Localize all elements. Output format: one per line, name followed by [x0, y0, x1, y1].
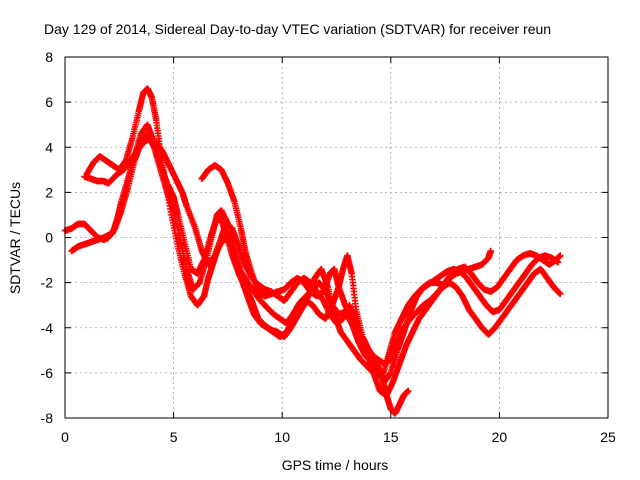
- y-tick-label: -8: [41, 410, 54, 426]
- series-track-e: [198, 162, 564, 368]
- y-tick-label: -2: [41, 275, 54, 291]
- y-tick-label: -6: [41, 365, 54, 381]
- data-point-marker: [554, 259, 562, 266]
- y-tick-label: 0: [45, 230, 53, 246]
- x-tick-label: 10: [274, 429, 290, 445]
- y-tick-label: 6: [45, 94, 53, 110]
- series-track-d: [81, 135, 562, 381]
- data-point-marker: [557, 290, 564, 298]
- x-tick-label: 20: [492, 429, 508, 445]
- data-markers: [61, 85, 564, 417]
- data-point-marker: [487, 247, 494, 255]
- x-axis-label: GPS time / hours: [282, 457, 389, 473]
- x-tick-label: 0: [61, 429, 69, 445]
- x-tick-label: 15: [383, 429, 399, 445]
- y-tick-label: 4: [45, 139, 53, 155]
- axis-ticks: 0 5 10 15 20 25 -8 -6 -4 -2 0 2 4 6 8: [41, 49, 616, 445]
- y-tick-label: 8: [45, 49, 53, 65]
- data-point-marker: [557, 252, 564, 259]
- y-tick-label: -4: [41, 320, 54, 336]
- x-tick-label: 5: [170, 429, 178, 445]
- data-point-marker: [405, 387, 412, 395]
- y-axis-label: SDTVAR / TECUs: [7, 182, 23, 294]
- x-tick-label: 25: [600, 429, 616, 445]
- chart-title: Day 129 of 2014, Sidereal Day-to-day VTE…: [44, 21, 551, 37]
- y-tick-label: 2: [45, 184, 53, 200]
